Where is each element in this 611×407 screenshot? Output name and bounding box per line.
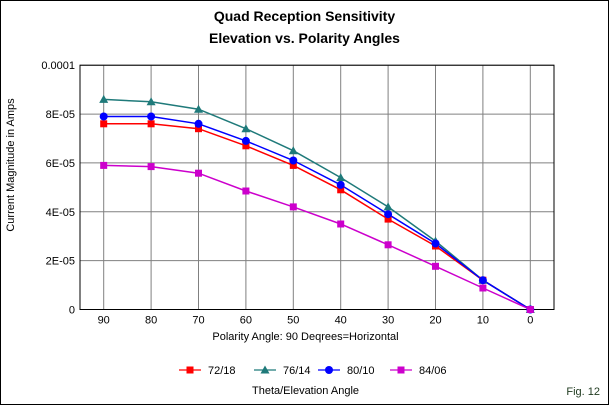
svg-text:4E-05: 4E-05 (46, 207, 75, 219)
svg-text:10: 10 (477, 315, 489, 327)
svg-text:80: 80 (145, 315, 157, 327)
svg-text:0: 0 (527, 315, 533, 327)
svg-text:90: 90 (98, 315, 110, 327)
svg-text:50: 50 (287, 315, 299, 327)
svg-text:60: 60 (240, 315, 252, 327)
svg-text:70: 70 (192, 315, 204, 327)
svg-text:40: 40 (335, 315, 347, 327)
svg-text:2E-05: 2E-05 (46, 256, 75, 268)
svg-text:80/10: 80/10 (347, 365, 375, 377)
svg-text:30: 30 (382, 315, 394, 327)
svg-text:0.0001: 0.0001 (41, 60, 75, 72)
svg-text:6E-05: 6E-05 (46, 158, 75, 170)
svg-text:8E-05: 8E-05 (46, 109, 75, 121)
svg-text:84/06: 84/06 (419, 365, 447, 377)
svg-text:76/14: 76/14 (283, 365, 311, 377)
svg-text:72/18: 72/18 (208, 365, 236, 377)
svg-text:20: 20 (429, 315, 441, 327)
svg-text:0: 0 (69, 305, 75, 317)
